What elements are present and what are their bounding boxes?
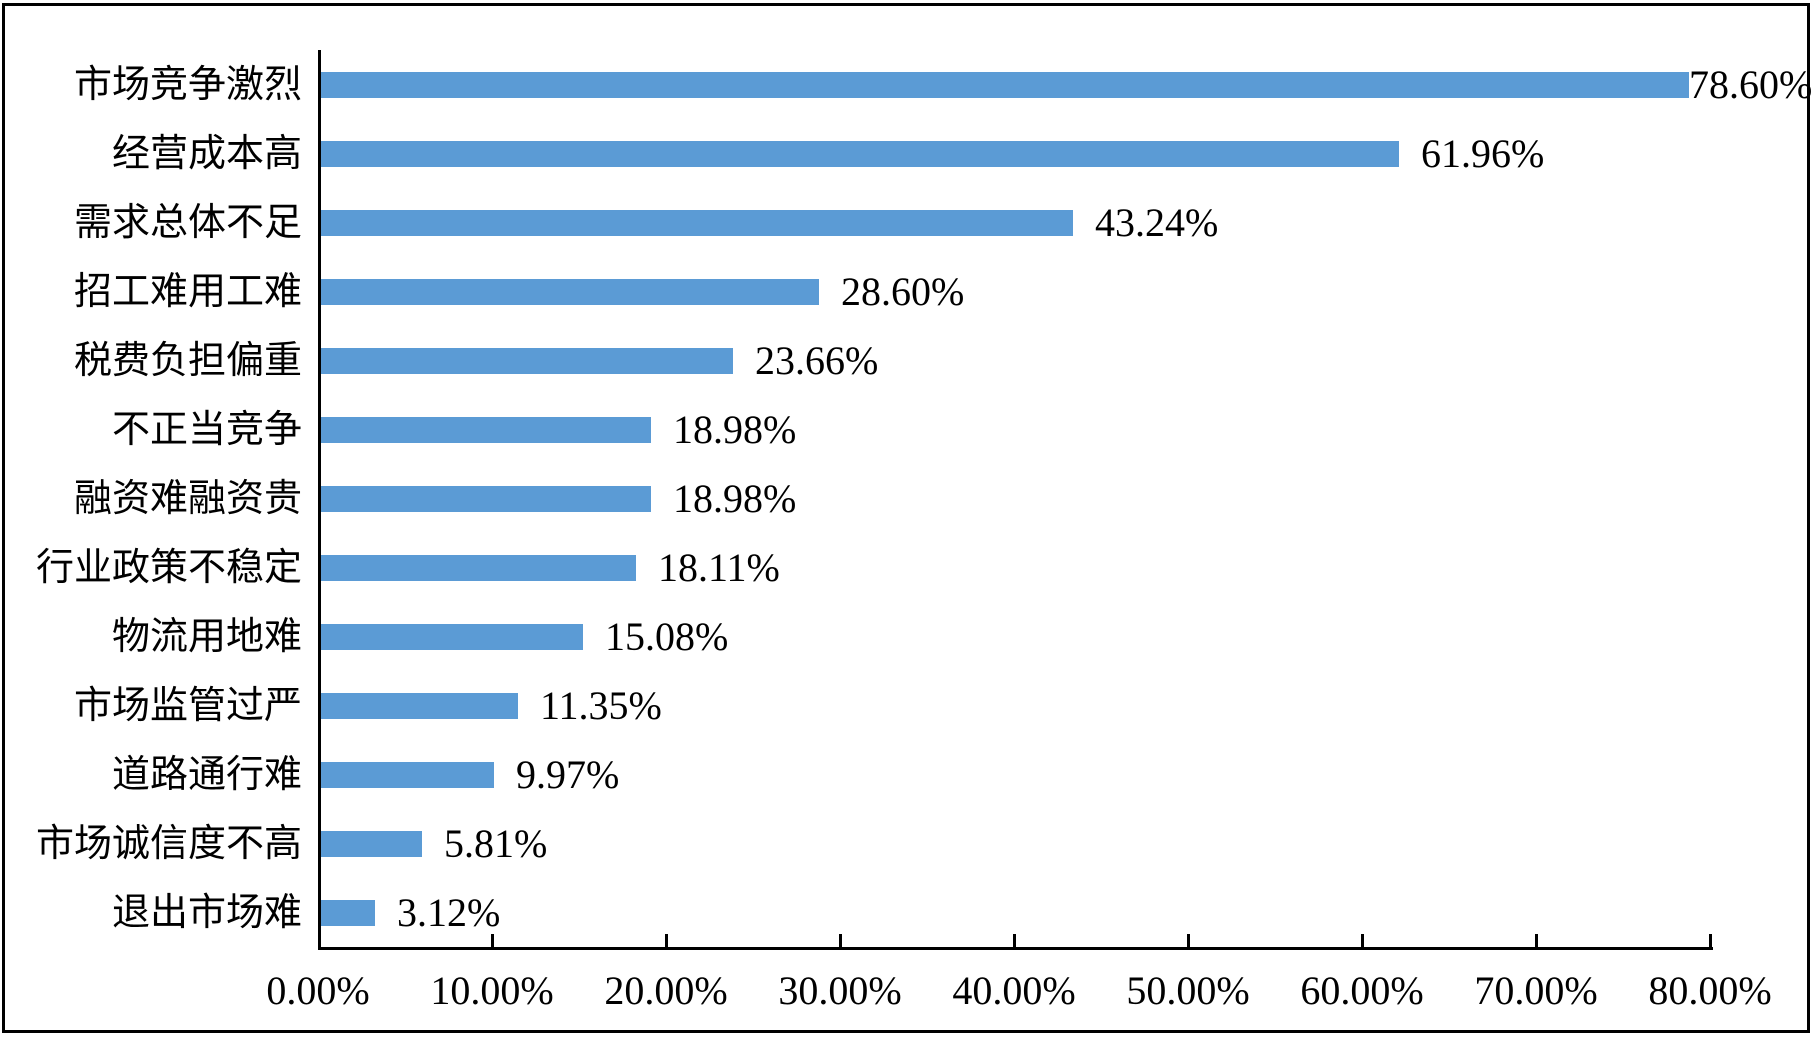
bar — [321, 624, 583, 650]
value-label: 78.60% — [1689, 62, 1813, 107]
bar — [321, 348, 733, 374]
x-axis-tick — [1535, 934, 1538, 947]
x-axis-tick — [1361, 934, 1364, 947]
category-label: 需求总体不足 — [73, 202, 302, 244]
x-axis-tick-label: 40.00% — [952, 968, 1076, 1013]
category-label: 市场监管过严 — [73, 685, 302, 727]
value-label: 28.60% — [841, 269, 965, 314]
value-label: 23.66% — [755, 338, 879, 383]
value-label: 18.98% — [673, 476, 797, 521]
y-axis-line — [318, 50, 321, 950]
category-label: 招工难用工难 — [73, 271, 302, 313]
bar — [321, 417, 651, 443]
bar — [321, 279, 819, 305]
x-axis-tick — [839, 934, 842, 947]
x-axis-tick — [1013, 934, 1016, 947]
x-axis-tick-label: 80.00% — [1648, 968, 1772, 1013]
x-axis-tick-label: 60.00% — [1300, 968, 1424, 1013]
bar — [321, 831, 422, 857]
bar — [321, 486, 651, 512]
bar — [321, 141, 1399, 167]
value-label: 18.11% — [658, 545, 780, 590]
bar — [321, 210, 1073, 236]
x-axis-tick-label: 50.00% — [1126, 968, 1250, 1013]
bar — [321, 900, 375, 926]
category-label: 经营成本高 — [111, 133, 302, 175]
category-label: 不正当竞争 — [111, 409, 302, 451]
bar — [321, 555, 636, 581]
value-label: 5.81% — [444, 821, 548, 866]
category-label: 行业政策不稳定 — [35, 547, 302, 589]
value-label: 11.35% — [540, 683, 662, 728]
category-label: 物流用地难 — [111, 616, 302, 658]
category-label: 融资难融资贵 — [73, 478, 302, 520]
x-axis-tick-label: 70.00% — [1474, 968, 1598, 1013]
x-axis-tick — [1187, 934, 1190, 947]
x-axis-tick-label: 30.00% — [778, 968, 902, 1013]
x-axis-tick-label: 0.00% — [266, 968, 370, 1013]
value-label: 3.12% — [397, 890, 501, 935]
bar — [321, 693, 518, 719]
category-label: 市场竞争激烈 — [73, 64, 302, 106]
value-label: 43.24% — [1095, 200, 1219, 245]
category-label: 退出市场难 — [111, 892, 302, 934]
x-axis-tick-label: 10.00% — [430, 968, 554, 1013]
chart-frame-border — [2, 3, 1810, 1033]
value-label: 15.08% — [605, 614, 729, 659]
category-label: 税费负担偏重 — [73, 340, 302, 382]
bar — [321, 762, 494, 788]
x-axis-line — [318, 947, 1713, 950]
x-axis-tick — [665, 934, 668, 947]
x-axis-tick — [491, 934, 494, 947]
value-label: 18.98% — [673, 407, 797, 452]
value-label: 9.97% — [516, 752, 620, 797]
bar — [321, 72, 1689, 98]
x-axis-tick — [1709, 934, 1712, 947]
x-axis-tick-label: 20.00% — [604, 968, 728, 1013]
category-label: 市场诚信度不高 — [35, 823, 302, 865]
category-label: 道路通行难 — [111, 754, 302, 796]
value-label: 61.96% — [1421, 131, 1545, 176]
